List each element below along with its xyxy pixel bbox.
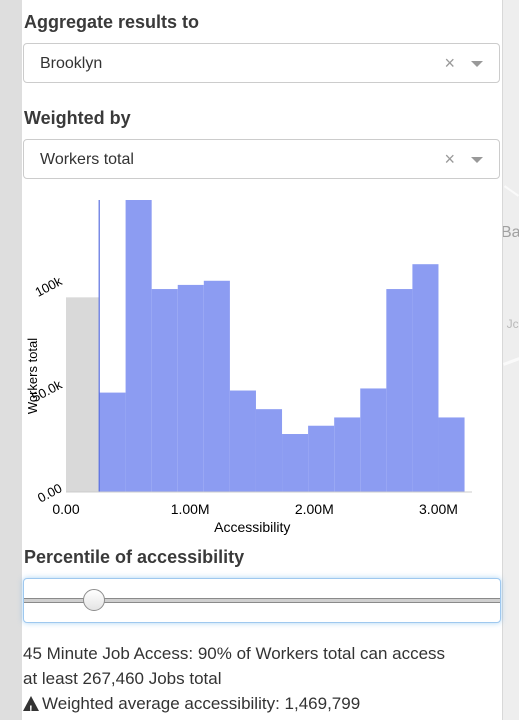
x-tick-label: 3.00M (419, 501, 458, 517)
weight-select-value: Workers total (40, 151, 134, 168)
map-background[interactable]: Ba : Jc (502, 0, 519, 720)
map-road (503, 185, 519, 197)
x-tick-label: 0.00 (52, 501, 79, 517)
y-tick-label: 100k (32, 273, 64, 300)
weighted-average-line: Weighted average accessibility: 1,469,79… (23, 691, 503, 723)
aggregate-heading: Aggregate results to (24, 12, 200, 32)
histogram-bar (412, 264, 439, 492)
summary-line: at least 267,460 Jobs total (23, 669, 222, 688)
analysis-panel: Aggregate results to Brooklyn × Weighted… (22, 0, 503, 723)
aggregate-select[interactable]: Brooklyn × (23, 43, 500, 83)
y-axis-label: Workers total (25, 338, 40, 414)
x-tick-label: 1.00M (171, 501, 210, 517)
slider-track[interactable] (24, 598, 500, 603)
histogram-bar (125, 200, 152, 492)
weight-heading: Weighted by (24, 108, 131, 128)
histogram-bar (203, 280, 230, 492)
summary-line: 45 Minute Job Access: 90% of Workers tot… (23, 644, 446, 663)
histogram-bar (334, 417, 361, 492)
percentile-heading: Percentile of accessibility (24, 547, 245, 567)
percentile-slider[interactable] (23, 578, 501, 623)
left-gutter (0, 0, 22, 720)
x-axis-label: Accessibility (214, 519, 290, 535)
warning-icon (23, 696, 39, 723)
x-tick-label: 2.00M (295, 501, 334, 517)
histogram-bar (177, 284, 204, 492)
summary-text: 45 Minute Job Access: 90% of Workers tot… (23, 641, 503, 723)
weight-select[interactable]: Workers total × (23, 139, 500, 179)
slider-handle[interactable] (83, 589, 106, 611)
histogram-bar (438, 417, 465, 492)
histogram-bar (151, 289, 178, 492)
histogram-bar (282, 434, 309, 492)
histogram-bar (360, 388, 387, 492)
clear-icon[interactable]: × (444, 53, 455, 73)
clear-icon[interactable]: × (444, 149, 455, 169)
excluded-bar (66, 297, 100, 492)
aggregate-select-value: Brooklyn (40, 55, 103, 72)
map-road (503, 357, 519, 366)
map-label: : Jc (503, 317, 519, 331)
histogram-bar (308, 425, 335, 492)
histogram-bar (255, 409, 283, 492)
histogram-bar (386, 289, 413, 492)
chevron-down-icon[interactable] (471, 61, 483, 67)
weighted-average-text: Weighted average accessibility: 1,469,79… (42, 694, 361, 713)
histogram-bar (229, 390, 256, 492)
histogram-bar (99, 392, 126, 492)
map-label: Ba (502, 224, 519, 241)
chevron-down-icon[interactable] (471, 157, 483, 163)
